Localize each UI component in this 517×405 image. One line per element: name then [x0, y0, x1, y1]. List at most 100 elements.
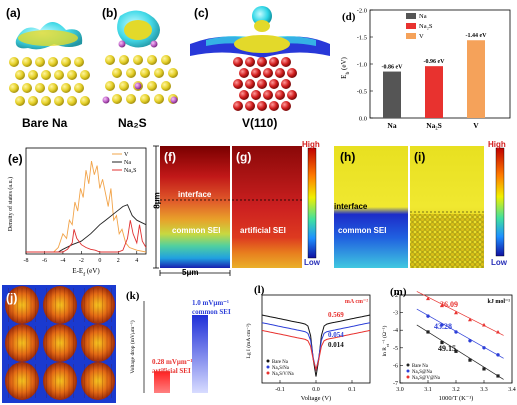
- v-atom: [269, 57, 279, 67]
- na-atom: [41, 70, 51, 80]
- na-atom: [133, 55, 143, 65]
- height-scale-label: 8μm: [152, 192, 162, 209]
- panel-h-sei: common SEI: [338, 226, 387, 235]
- na-atom: [112, 94, 122, 104]
- panel-e-letter: (e): [8, 152, 23, 166]
- panel-c-caption: V(110): [242, 116, 278, 130]
- panel-fg: (f) (g) interface common SEI artificial …: [152, 140, 327, 280]
- y-tick-label: -1.5: [357, 35, 367, 42]
- hi-colorbar-low: Low: [491, 258, 507, 267]
- y-axis-label: Eb (eV): [340, 57, 351, 79]
- na-atom: [28, 96, 38, 106]
- value-label: 1.0 mVμm⁻¹: [192, 299, 229, 307]
- data-point: [482, 346, 486, 350]
- x-axis-label: E-Ef (eV): [72, 267, 100, 278]
- s-atom: [134, 82, 142, 90]
- data-point: [496, 329, 500, 334]
- bar-1: [425, 66, 443, 118]
- na-atom: [74, 57, 84, 67]
- legend-marker: [406, 363, 410, 367]
- data-point: [440, 303, 444, 308]
- y-tick-label: -2: [393, 293, 398, 299]
- v-atom: [245, 79, 255, 89]
- na-atom: [28, 70, 38, 80]
- bar-value-label: -0.96 eV: [424, 59, 446, 65]
- tafel-line-0: [261, 314, 371, 377]
- width-scale-label: 5μm: [182, 268, 199, 277]
- panel-g-letter: (g): [236, 150, 252, 164]
- panel-c: (c) V(110): [186, 0, 331, 138]
- na-atom: [9, 83, 19, 93]
- plot-frame: [25, 147, 147, 255]
- legend-label: Na: [419, 13, 427, 20]
- v-atom: [257, 57, 267, 67]
- legend-label: Bare Na: [412, 364, 429, 369]
- na-atom: [140, 94, 150, 104]
- legend-marker: [266, 359, 270, 363]
- na-atom: [74, 83, 84, 93]
- value-label: 0.014: [328, 341, 344, 349]
- x-tick-label: 0.0: [312, 387, 320, 393]
- legend-label: Na₂S/V/Na: [272, 372, 295, 377]
- fit-line-1: [416, 308, 504, 359]
- v-atom: [257, 101, 267, 111]
- s-atom: [170, 96, 178, 104]
- na-atom: [112, 68, 122, 78]
- na-atom: [119, 55, 129, 65]
- na-atom: [126, 68, 136, 78]
- v-atom: [257, 79, 267, 89]
- v-atom: [263, 68, 273, 78]
- legend-swatch: [406, 13, 416, 19]
- v-atom: [269, 101, 279, 111]
- panel-j: (j): [0, 283, 118, 405]
- na-atom: [22, 83, 32, 93]
- na-atom: [161, 81, 171, 91]
- na-atom: [15, 70, 25, 80]
- x-tick-label: -4: [60, 258, 65, 264]
- na-atom: [80, 96, 90, 106]
- legend-label: Na₂S@Na: [412, 370, 433, 375]
- legend-label: V: [419, 33, 424, 40]
- v-atom: [233, 101, 243, 111]
- x-tick-label: -8: [24, 258, 29, 264]
- data-point: [482, 322, 486, 327]
- v-atom: [281, 57, 291, 67]
- na-atom: [48, 83, 58, 93]
- fg-colorbar-high: High: [302, 140, 320, 149]
- na-atom: [15, 96, 25, 106]
- v-atom: [251, 90, 261, 100]
- data-point: [454, 310, 458, 315]
- y-tick-label: -1.0: [357, 62, 367, 69]
- value-label: 36.09: [440, 300, 458, 309]
- hi-field-maps: [334, 146, 505, 268]
- panel-f-letter: (f): [164, 150, 176, 164]
- na-atom: [161, 55, 171, 65]
- v-atom: [281, 101, 291, 111]
- na-atom: [147, 81, 157, 91]
- y-tick-label: -7: [393, 381, 398, 387]
- na-atom: [119, 81, 129, 91]
- x-tick-label: 4: [135, 258, 138, 264]
- legend-marker: [406, 375, 410, 379]
- legend-label: Na: [124, 160, 131, 166]
- panel-h-letter: (h): [340, 150, 356, 164]
- data-point: [426, 330, 430, 334]
- legend-marker: [266, 371, 270, 375]
- na-atom: [54, 70, 64, 80]
- y-axis-label: ln Rct⁻¹ (Ω⁻¹): [381, 325, 390, 356]
- na-atom: [80, 70, 90, 80]
- category-label: Na₂S: [426, 121, 442, 130]
- x-axis-label: 1000/T (K⁻¹): [439, 395, 474, 402]
- s-atom: [118, 40, 126, 48]
- v-atom: [275, 68, 285, 78]
- v-atom: [233, 79, 243, 89]
- panel-g-sei: artificial SEI: [240, 226, 286, 235]
- y-tick-label: -3: [393, 311, 398, 317]
- y-tick-label: -5: [393, 346, 398, 352]
- dos-line-V: [26, 161, 147, 253]
- na-atom: [41, 96, 51, 106]
- na-atom: [9, 57, 19, 67]
- v-atom: [239, 90, 249, 100]
- v-atom: [287, 68, 297, 78]
